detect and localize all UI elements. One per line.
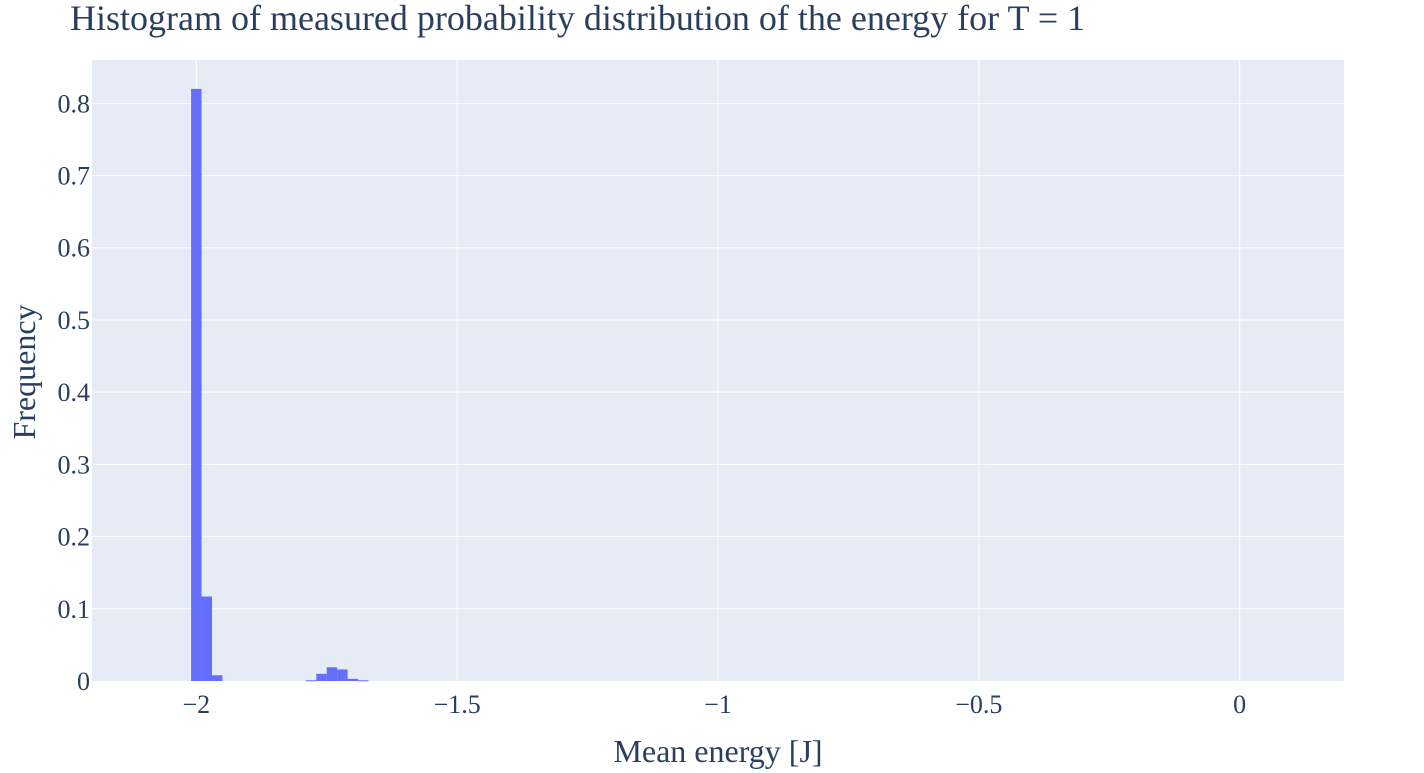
y-tick-label: 0 bbox=[77, 667, 90, 696]
y-tick-label: 0.8 bbox=[58, 89, 91, 118]
y-axis-title: Frequency bbox=[6, 304, 42, 439]
histogram-bar bbox=[347, 678, 359, 681]
x-tick-labels: −2 −1.5 −1 −0.5 0 bbox=[182, 690, 1246, 719]
x-tick-label: 0 bbox=[1233, 690, 1246, 719]
histogram-bar bbox=[337, 669, 348, 681]
x-tick-label: −1.5 bbox=[434, 690, 481, 719]
y-tick-label: 0.2 bbox=[58, 523, 91, 552]
y-tick-label: 0.6 bbox=[58, 234, 91, 263]
histogram-bar bbox=[211, 675, 223, 681]
histogram-bar bbox=[201, 596, 212, 681]
y-tick-label: 0.7 bbox=[58, 162, 91, 191]
x-tick-label: −2 bbox=[182, 690, 210, 719]
y-tick-label: 0.3 bbox=[58, 450, 91, 479]
y-tick-label: 0.4 bbox=[58, 378, 91, 407]
histogram-bar bbox=[326, 667, 338, 681]
x-axis-title: Mean energy [J] bbox=[613, 733, 822, 769]
y-tick-label: 0.5 bbox=[58, 306, 91, 335]
x-tick-label: −0.5 bbox=[955, 690, 1002, 719]
y-tick-label: 0.1 bbox=[58, 595, 91, 624]
x-tick-label: −1 bbox=[704, 690, 732, 719]
histogram-bar bbox=[191, 88, 202, 681]
histogram-bar bbox=[316, 673, 327, 681]
histogram-bars bbox=[191, 88, 369, 682]
y-tick-labels: 0 0.1 0.2 0.3 0.4 0.5 0.6 0.7 0.8 bbox=[58, 89, 91, 696]
chart-title: Histogram of measured probability distri… bbox=[70, 0, 1085, 38]
histogram-bar bbox=[358, 680, 369, 682]
histogram-bar bbox=[305, 680, 317, 682]
